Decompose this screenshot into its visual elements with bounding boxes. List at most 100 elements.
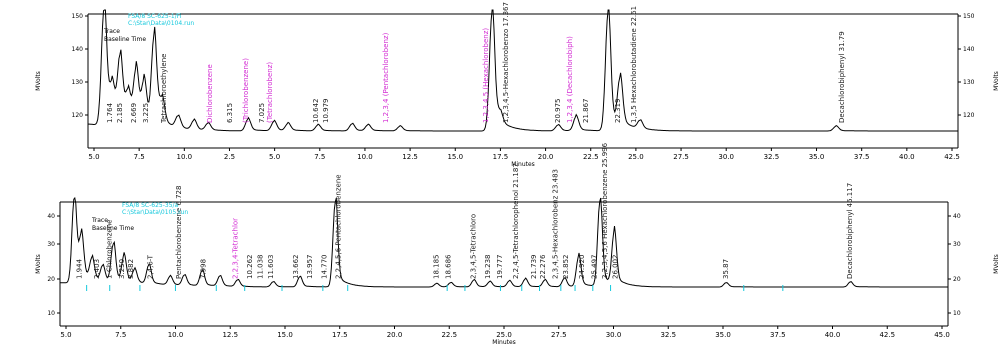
peak-label: 11.038: [256, 255, 264, 280]
peak-label: 6.315: [226, 103, 234, 123]
peak-label: 20.975: [554, 99, 562, 124]
peak-label: 2.185: [116, 103, 124, 123]
y-axis-label: MVolts: [35, 254, 42, 274]
peak-label: 18.185: [432, 255, 440, 280]
peak-label: 1,3,5 Hexachlorobutadiene 22.61: [630, 6, 638, 123]
y2-tick-label: 30: [953, 241, 961, 248]
x-tick-label: 45.0: [934, 331, 950, 339]
peak-label: 22.276: [539, 254, 547, 279]
run-info-cyan: FSA/8 SC-625-1/Fi: [128, 13, 182, 20]
peak-label: Decachlorobiphenyl 45.117: [846, 183, 854, 279]
peak-label: 13.957: [306, 255, 314, 280]
x-tick-label: 15.0: [277, 331, 293, 339]
y2-tick-label: 150: [963, 13, 975, 20]
peak-label: 2.403: [93, 259, 101, 279]
peak-label: 3.882: [127, 259, 135, 279]
y2-tick-label: 20: [953, 276, 961, 283]
peak-label: 35.87: [722, 259, 730, 279]
peak-label: Pentachlorobenzene 6.728: [175, 186, 183, 279]
peak-label: Dichlorobenzene: [206, 64, 214, 123]
peak-label: 7.998: [200, 259, 208, 279]
peak-label: 2,2,3,4-Tetrachlor: [232, 218, 240, 279]
x-tick-label: 5.0: [88, 153, 99, 161]
peak-label: 10.262: [246, 255, 254, 279]
peak-label: 1,2,3,4,5-Hexachlorobenzo 17.367: [502, 2, 510, 123]
x-tick-label: 27.5: [673, 153, 689, 161]
x-tick-label: 42.5: [879, 331, 895, 339]
x-tick-label: 30.0: [718, 153, 734, 161]
run-info-cyan: FSA/8 SC-625-35/a: [122, 202, 179, 209]
y2-tick-label: 140: [963, 46, 975, 53]
peak-label: 21.739: [530, 255, 538, 280]
x-tick-label: 5.0: [60, 331, 71, 339]
peak-label: 7.025: [258, 103, 266, 123]
peak-label: 25.497: [590, 255, 598, 280]
peak-label: 2,2,4,5,6 Pentachlorobenzene: [335, 174, 343, 279]
peak-label: 2,3,4,5-Hexachlorobenz 23.483: [551, 169, 559, 279]
legend-info: Trace: [103, 28, 120, 35]
x-tick-label: 25.0: [496, 331, 512, 339]
y-tick-label: 30: [47, 241, 55, 248]
x-tick-label: 15.0: [447, 153, 463, 161]
x-tick-label: 40.0: [899, 153, 915, 161]
peak-label: 3.250: [118, 259, 126, 279]
chromatogram-trace: [87, 9, 958, 132]
y2-axis-label: MVolts: [993, 254, 1000, 274]
peak-label: 2,2,4,5-Tetrachlorophenol 21.187: [512, 163, 520, 279]
peak-label: 13.662: [292, 255, 300, 280]
peak-label: 2,2,3,4,5,6 Hexachlorobenzene 25.996: [601, 142, 609, 279]
chromatogram-bottom-panel: 5.0 7.5 10.0 12.5 15.0 17.5 20.0 22.5 25.0 27.5 30…: [35, 142, 1000, 346]
y2-tick-label: 130: [963, 79, 975, 86]
x-tick-label: 7.5: [314, 153, 325, 161]
x-tick-label: 32.5: [660, 331, 676, 339]
peak-label: 26.002: [612, 255, 620, 280]
x-tick-label: 42.5: [944, 153, 960, 161]
legend-info: Trace: [91, 217, 108, 224]
x-tick-label: 25.0: [628, 153, 644, 161]
x-tick-label: 32.5: [764, 153, 780, 161]
x-tick-label: 17.5: [332, 331, 348, 339]
x-tick-label: 7.5: [115, 331, 126, 339]
x-tick-label: 35.0: [715, 331, 731, 339]
peak-label: 1.944: [75, 258, 83, 279]
peak-label: 23.852: [562, 255, 570, 280]
y2-axis-label: MVolts: [993, 71, 1000, 91]
y-tick-label: 140: [72, 46, 84, 53]
peak-label: 2.669: [130, 103, 138, 123]
x-tick-label: 10.0: [357, 153, 373, 161]
peak-label: 2,4,6-T: [146, 254, 154, 279]
peak-label: 11.603: [267, 255, 275, 280]
run-info-cyan: C:\Star\Data\0105.run: [122, 209, 188, 216]
peak-label: 19.238: [484, 255, 492, 280]
peak-label: 1.764: [106, 102, 114, 123]
y-tick-label: 130: [72, 79, 84, 86]
y-tick-label: 10: [47, 310, 55, 317]
peak-label: Tetrachloroethylene: [160, 54, 168, 124]
x-tick-label: 17.5: [493, 153, 509, 161]
x-tick-label: 22.5: [441, 331, 457, 339]
peak-label: 24.920: [578, 255, 586, 280]
chromatogram-trace: [59, 196, 948, 288]
legend-info: Baseline Time: [92, 225, 134, 232]
peak-label: 18.686: [445, 254, 453, 279]
peak-label: 1,2,3,4 (Pentachlorobenz): [382, 32, 390, 123]
legend-info: Baseline Time: [104, 36, 146, 43]
x-tick-label: 7.5: [134, 153, 145, 161]
peak-label: 10.642: [312, 99, 320, 124]
x-tick-label: 20.0: [387, 331, 403, 339]
peak-label: (Trichlorobenzene): [242, 58, 250, 123]
peak-label: 22.319: [614, 99, 622, 124]
y2-tick-label: 120: [963, 112, 975, 119]
run-info-cyan: C:\Star\Data\0104.run: [128, 20, 194, 27]
chromatogram-top-panel: 5.0 7.5 10.0 2.5 5.0 7.5 10.0 12.5 15.0 17.5 20.0 2…: [35, 2, 1000, 168]
y-tick-label: 40: [47, 213, 55, 220]
y-tick-label: 150: [72, 13, 84, 20]
x-axis-label: Minutes: [511, 161, 535, 168]
peak-label: 1,2,3,4,5 (Hexachlorobenz): [482, 28, 490, 123]
x-tick-label: 22.5: [583, 153, 599, 161]
x-tick-label: 10.0: [177, 153, 193, 161]
y-axis-label: MVolts: [35, 71, 42, 91]
x-tick-label: 37.5: [770, 331, 786, 339]
peak-label: 19.777: [496, 255, 504, 280]
